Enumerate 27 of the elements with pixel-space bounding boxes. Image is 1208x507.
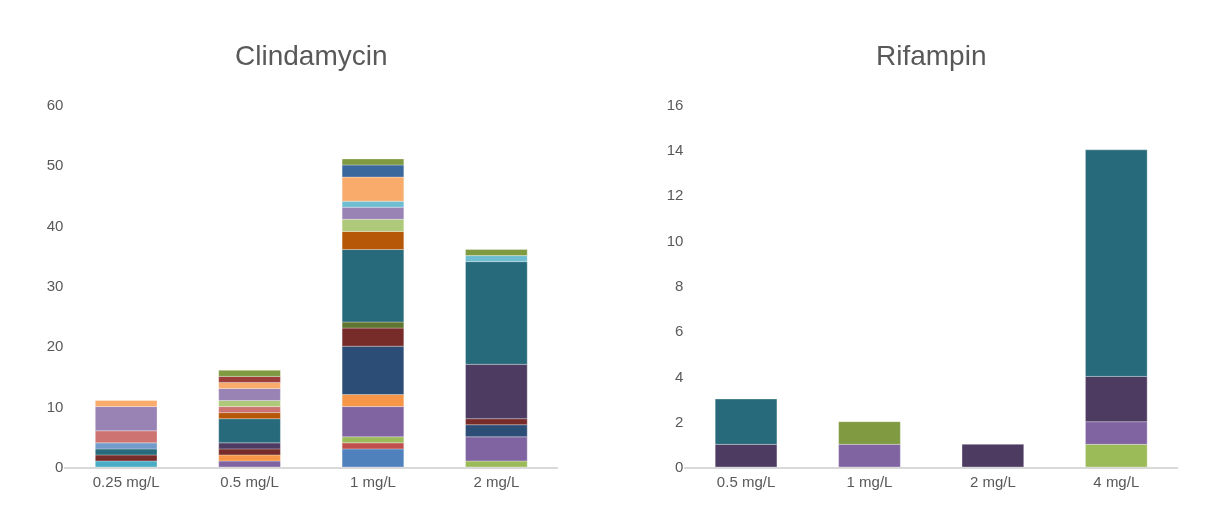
x-tick-label: 0.25 mg/L <box>92 472 160 490</box>
y-tick-label: 60 <box>46 95 64 113</box>
y-tick-label: 6 <box>675 322 684 340</box>
y-tick-label: 10 <box>46 397 64 415</box>
y-tick-label: 16 <box>666 95 684 113</box>
y-tick-label: 4 <box>675 367 684 385</box>
chart-title: Clindamycin <box>235 40 388 71</box>
y-tick-label: 2 <box>675 412 684 430</box>
y-tick-label: 14 <box>666 141 684 159</box>
x-tick-label: 0.5 mg/L <box>716 472 776 490</box>
bar <box>961 444 1025 467</box>
x-tick-label: 4 mg/L <box>1093 472 1140 490</box>
chart-title: Rifampin <box>876 40 987 71</box>
y-tick-label: 8 <box>675 277 684 295</box>
y-tick-label: 40 <box>46 216 64 234</box>
y-tick-label: 30 <box>46 277 64 295</box>
x-tick-label: 1 mg/L <box>846 472 893 490</box>
y-tick-label: 50 <box>46 156 64 174</box>
y-tick-label: 0 <box>675 458 684 476</box>
y-tick-label: 0 <box>55 458 64 476</box>
x-tick-label: 1 mg/L <box>350 472 396 490</box>
y-tick-label: 20 <box>46 337 64 355</box>
x-tick-label: 2 mg/L <box>969 472 1016 490</box>
x-tick-label: 2 mg/L <box>473 472 520 490</box>
x-tick-label: 0.5 mg/L <box>220 472 279 490</box>
y-tick-label: 10 <box>666 231 684 249</box>
y-tick-label: 12 <box>666 186 684 204</box>
